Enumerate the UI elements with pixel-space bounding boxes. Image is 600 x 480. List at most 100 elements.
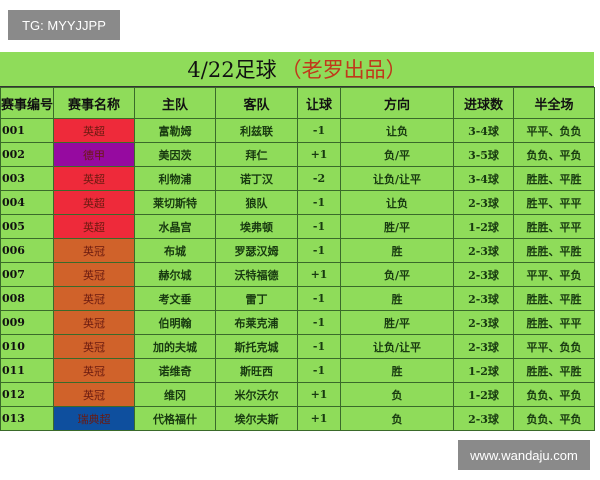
cell-handicap: +1 <box>297 262 341 287</box>
header-league: 赛事名称 <box>53 87 135 119</box>
cell-handicap: -1 <box>297 190 341 215</box>
cell-goals: 2-3球 <box>453 334 514 359</box>
title-main: 4/22足球 <box>187 58 277 82</box>
cell-half-full: 胜胜、平平 <box>513 214 595 239</box>
cell-home-team: 考文垂 <box>134 286 216 311</box>
cell-away-team: 拜仁 <box>215 142 298 167</box>
cell-away-team: 雷丁 <box>215 286 298 311</box>
cell-half-full: 胜胜、平胜 <box>513 286 595 311</box>
cell-direction: 胜 <box>340 358 454 383</box>
table-row: 003 英超 利物浦 诺丁汉 -2 让负/让平 3-4球 胜胜、平胜 <box>0 166 595 191</box>
header-handicap: 让球 <box>297 87 341 119</box>
cell-match-id: 012 <box>0 382 54 407</box>
sheet-title: 4/22足球 （老罗出品） <box>0 52 594 87</box>
cell-half-full: 胜胜、平胜 <box>513 166 595 191</box>
match-table: 赛事编号 赛事名称 主队 客队 让球 方向 进球数 半全场 001 英超 富勒姆 利兹联 -1 让负 3-… <box>0 87 595 431</box>
cell-goals: 2-3球 <box>453 406 514 431</box>
cell-match-id: 004 <box>0 190 54 215</box>
cell-half-full: 胜胜、平平 <box>513 310 595 335</box>
cell-away-team: 米尔沃尔 <box>215 382 298 407</box>
cell-goals: 2-3球 <box>453 286 514 311</box>
cell-half-full: 负负、平负 <box>513 382 595 407</box>
cell-match-id: 002 <box>0 142 54 167</box>
cell-half-full: 胜胜、平胜 <box>513 358 595 383</box>
cell-home-team: 水晶宫 <box>134 214 216 239</box>
cell-away-team: 利兹联 <box>215 118 298 143</box>
table-row: 008 英冠 考文垂 雷丁 -1 胜 2-3球 胜胜、平胜 <box>0 286 595 311</box>
cell-direction: 让负/让平 <box>340 166 454 191</box>
cell-handicap: -1 <box>297 238 341 263</box>
cell-direction: 负 <box>340 406 454 431</box>
cell-league: 英超 <box>53 214 135 239</box>
cell-match-id: 008 <box>0 286 54 311</box>
cell-match-id: 003 <box>0 166 54 191</box>
table-row: 006 英冠 布城 罗瑟汉姆 -1 胜 2-3球 胜胜、平胜 <box>0 238 595 263</box>
cell-goals: 2-3球 <box>453 310 514 335</box>
cell-league: 英冠 <box>53 262 135 287</box>
header-match-id: 赛事编号 <box>0 87 54 119</box>
cell-direction: 负/平 <box>340 142 454 167</box>
cell-away-team: 埃尔夫斯 <box>215 406 298 431</box>
table-row: 009 英冠 伯明翰 布莱克浦 -1 胜/平 2-3球 胜胜、平平 <box>0 310 595 335</box>
cell-direction: 胜/平 <box>340 310 454 335</box>
cell-half-full: 胜平、平平 <box>513 190 595 215</box>
table-row: 001 英超 富勒姆 利兹联 -1 让负 3-4球 平平、负负 <box>0 118 595 143</box>
cell-goals: 1-2球 <box>453 214 514 239</box>
cell-league: 英超 <box>53 118 135 143</box>
cell-goals: 1-2球 <box>453 358 514 383</box>
cell-goals: 3-5球 <box>453 142 514 167</box>
table-row: 012 英冠 维冈 米尔沃尔 +1 负 1-2球 负负、平负 <box>0 382 595 407</box>
table-row: 004 英超 莱切斯特 狼队 -1 让负 2-3球 胜平、平平 <box>0 190 595 215</box>
header-home-team: 主队 <box>134 87 216 119</box>
cell-league: 英超 <box>53 166 135 191</box>
cell-league: 德甲 <box>53 142 135 167</box>
cell-direction: 让负 <box>340 190 454 215</box>
cell-handicap: +1 <box>297 406 341 431</box>
cell-direction: 负 <box>340 382 454 407</box>
cell-home-team: 代格福什 <box>134 406 216 431</box>
cell-away-team: 斯托克城 <box>215 334 298 359</box>
cell-home-team: 美因茨 <box>134 142 216 167</box>
cell-goals: 2-3球 <box>453 262 514 287</box>
cell-home-team: 富勒姆 <box>134 118 216 143</box>
cell-match-id: 007 <box>0 262 54 287</box>
cell-handicap: -1 <box>297 358 341 383</box>
cell-direction: 让负 <box>340 118 454 143</box>
cell-half-full: 负负、平负 <box>513 142 595 167</box>
cell-direction: 胜 <box>340 286 454 311</box>
cell-match-id: 001 <box>0 118 54 143</box>
watermark-bottom-right: www.wandaju.com <box>458 440 590 470</box>
cell-goals: 3-4球 <box>453 166 514 191</box>
cell-home-team: 布城 <box>134 238 216 263</box>
cell-home-team: 赫尔城 <box>134 262 216 287</box>
cell-handicap: -2 <box>297 166 341 191</box>
cell-handicap: -1 <box>297 214 341 239</box>
cell-match-id: 010 <box>0 334 54 359</box>
cell-home-team: 利物浦 <box>134 166 216 191</box>
title-sub: （老罗出品） <box>280 58 407 82</box>
cell-match-id: 013 <box>0 406 54 431</box>
cell-league: 英冠 <box>53 358 135 383</box>
table-row: 005 英超 水晶宫 埃弗顿 -1 胜/平 1-2球 胜胜、平平 <box>0 214 595 239</box>
cell-home-team: 伯明翰 <box>134 310 216 335</box>
cell-goals: 1-2球 <box>453 382 514 407</box>
cell-away-team: 埃弗顿 <box>215 214 298 239</box>
header-half-full: 半全场 <box>513 87 595 119</box>
cell-league: 英冠 <box>53 286 135 311</box>
cell-match-id: 005 <box>0 214 54 239</box>
header-direction: 方向 <box>340 87 454 119</box>
table-row: 002 德甲 美因茨 拜仁 +1 负/平 3-5球 负负、平负 <box>0 142 595 167</box>
cell-goals: 2-3球 <box>453 238 514 263</box>
cell-away-team: 斯旺西 <box>215 358 298 383</box>
table-row: 011 英冠 诺维奇 斯旺西 -1 胜 1-2球 胜胜、平胜 <box>0 358 595 383</box>
cell-home-team: 莱切斯特 <box>134 190 216 215</box>
cell-half-full: 胜胜、平胜 <box>513 238 595 263</box>
table-row: 013 瑞典超 代格福什 埃尔夫斯 +1 负 2-3球 负负、平负 <box>0 406 595 431</box>
cell-away-team: 布莱克浦 <box>215 310 298 335</box>
cell-league: 英冠 <box>53 334 135 359</box>
cell-direction: 胜/平 <box>340 214 454 239</box>
cell-match-id: 011 <box>0 358 54 383</box>
cell-half-full: 平平、负负 <box>513 118 595 143</box>
cell-away-team: 罗瑟汉姆 <box>215 238 298 263</box>
cell-direction: 胜 <box>340 238 454 263</box>
